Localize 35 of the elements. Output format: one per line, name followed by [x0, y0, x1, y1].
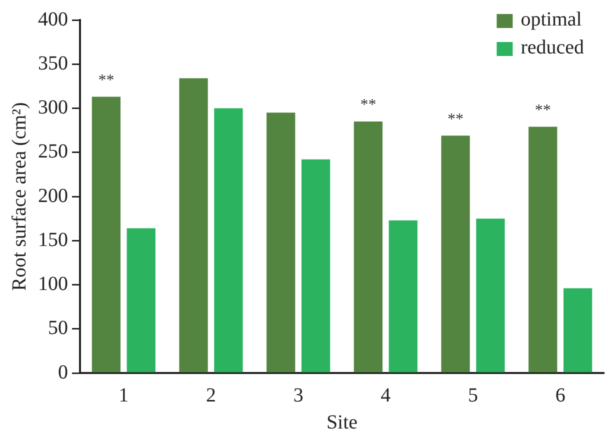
- y-tick-label: 350: [38, 52, 68, 74]
- bar: [388, 220, 418, 372]
- y-tick-label: 400: [38, 8, 68, 30]
- bar: [563, 288, 592, 372]
- y-tick-label: 50: [48, 317, 68, 340]
- legend-label: reduced: [520, 36, 584, 58]
- x-tick-label: 5: [468, 384, 478, 406]
- y-tick-label: 200: [38, 184, 68, 207]
- bar: [354, 121, 383, 372]
- bar: [528, 126, 558, 372]
- y-tick-label: 250: [38, 140, 68, 163]
- bar: [441, 136, 470, 372]
- annotation: **: [534, 102, 551, 119]
- y-tick-label: 150: [38, 228, 68, 251]
- x-tick-label: 1: [118, 384, 129, 406]
- bar: [266, 112, 296, 372]
- annotation: **: [360, 96, 376, 114]
- bar: [476, 218, 505, 372]
- y-tick-label: 0: [58, 361, 68, 384]
- x-axis-title: Site: [326, 411, 358, 434]
- x-tick-label: 2: [206, 384, 216, 406]
- x-tick-label: 6: [555, 384, 566, 406]
- x-tick-label: 3: [293, 384, 304, 406]
- bar: [179, 78, 208, 372]
- y-tick-label: 100: [38, 273, 68, 295]
- bar: [301, 159, 330, 372]
- annotation: **: [98, 72, 114, 89]
- y-axis-title: Root surface area (cm²): [8, 102, 30, 291]
- bar: [92, 96, 121, 372]
- annotation: **: [448, 110, 464, 128]
- bar: [214, 108, 243, 372]
- y-tick-label: 300: [38, 96, 68, 118]
- bar: [126, 228, 156, 372]
- legend-label: optimal: [520, 8, 582, 30]
- x-tick-label: 4: [380, 384, 391, 406]
